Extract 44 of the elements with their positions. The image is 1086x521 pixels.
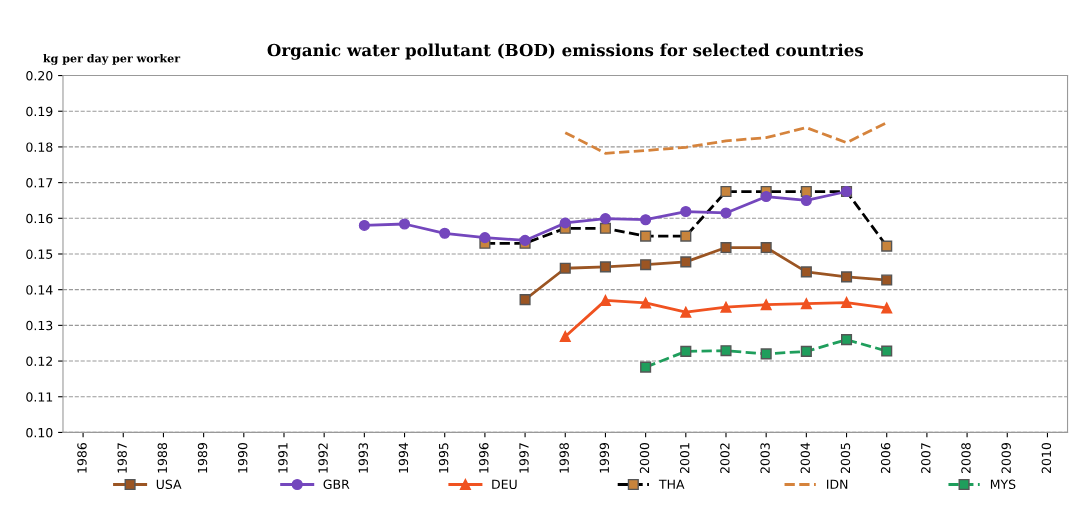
x-tick-label: 2003: [760, 443, 770, 474]
x-tick-label: 2000: [639, 442, 650, 474]
x-tick-label: 1998: [559, 443, 569, 473]
y-tick-label: 0.17: [26, 178, 53, 188]
x-tick-label: 1990: [237, 442, 248, 473]
x-tick-label: 1987: [117, 443, 127, 473]
x-tick-label: 1997: [519, 443, 529, 473]
x-tick-label: 1986: [77, 442, 87, 473]
legend-label: MYS: [990, 479, 1016, 490]
y-tick-label: 0.10: [26, 427, 53, 438]
x-tick-label: 1996: [479, 442, 489, 473]
x-tick-label: 2002: [720, 443, 730, 474]
x-tick-label: 1995: [438, 443, 449, 473]
y-tick-label: 0.12: [26, 356, 53, 366]
y-tick-label: 0.19: [26, 106, 53, 117]
y-tick-label: 0.20: [26, 71, 53, 81]
chart-title: Organic water pollutant (BOD) emissions for selected countries: [267, 43, 864, 60]
y-tick-label: 0.11: [26, 392, 53, 402]
y-axis-title: kg per day per worker: [43, 53, 181, 65]
x-tick-label: 2001: [679, 443, 690, 474]
legend-label: GBR: [323, 479, 350, 490]
x-tick-label: 1999: [599, 443, 610, 473]
y-tick-label: 0.18: [26, 142, 53, 152]
legend-label: THA: [658, 479, 685, 489]
legend-label: USA: [156, 479, 182, 490]
legend-label: IDN: [827, 479, 848, 489]
x-tick-label: 2005: [840, 443, 851, 474]
x-tick-label: 2010: [1041, 442, 1052, 474]
legend-label: DEU: [492, 479, 517, 490]
x-tick-label: 2009: [1001, 443, 1011, 474]
y-tick-label: 0.16: [26, 213, 53, 224]
x-tick-label: 1991: [278, 443, 288, 473]
x-tick-label: 1993: [358, 443, 368, 473]
x-tick-label: 2004: [800, 442, 810, 474]
x-tick-label: 1988: [157, 443, 168, 473]
x-tick-label: 1989: [197, 443, 208, 473]
y-tick-label: 0.15: [26, 249, 53, 259]
x-tick-label: 2007: [921, 443, 931, 474]
x-tick-label: 2006: [880, 442, 891, 474]
x-tick-label: 1994: [398, 442, 409, 473]
x-tick-label: 1992: [318, 443, 328, 473]
y-tick-label: 0.14: [26, 285, 53, 295]
x-tick-label: 2008: [961, 443, 971, 474]
y-tick-label: 0.13: [26, 320, 53, 331]
